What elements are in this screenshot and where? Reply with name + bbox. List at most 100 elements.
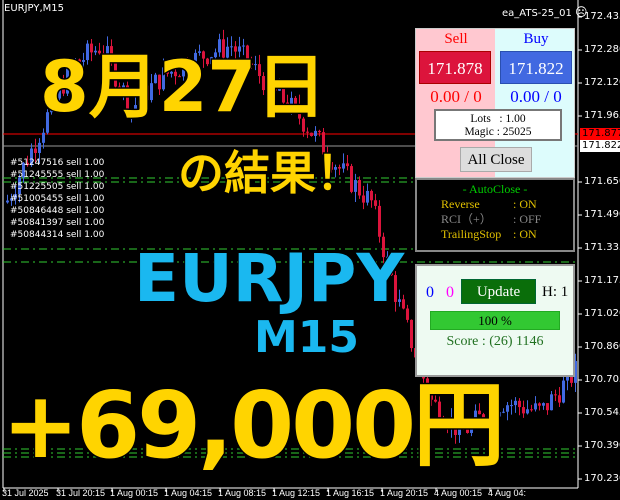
order-label: #50846448 sell 1.00 [10,206,105,216]
count-blue: 0 [426,284,434,301]
autoclose-row: Reverse: ON [417,197,573,212]
candle-body [374,200,377,206]
candle-body [234,46,237,52]
buy-button[interactable]: 171.822 [500,51,572,84]
candle-body [218,39,221,53]
candle-body [410,319,413,349]
overlay-result: の結果！ [177,146,364,200]
candle-body [290,97,293,111]
candle-body [286,102,289,111]
candle-body [558,395,561,403]
time-axis-label: 31 Jul 20:15 [56,488,106,498]
candle-body [442,422,445,427]
candle-body [146,85,149,101]
candle-body [330,162,333,170]
score: Score : (26) 1146 [446,334,544,349]
time-axis-label: 1 Aug 20:15 [380,488,429,498]
autoclose-value: : OFF [513,212,542,226]
progress-fill [430,311,560,330]
candle-body [490,408,493,424]
price-axis-label: 170.230 [584,473,620,484]
update-button[interactable]: Update [461,279,536,304]
candle-body [542,403,545,406]
candle-body [154,74,157,84]
status-panel: 0 0 Update H: 1 100 % Score : (26) 1146 [415,264,575,377]
candle-body [50,95,53,113]
sell-button[interactable]: 171.878 [419,51,491,84]
progress-label: 100 % [478,313,512,328]
all-close-button[interactable]: All Close [460,147,532,172]
candle-body [214,52,217,58]
ea-name-text: ea_ATS-25_01 [502,8,572,19]
candle-body [78,59,81,62]
candle-body [274,82,277,91]
candle-body [278,84,281,91]
price-axis-label: 172.435 [584,11,620,22]
time-axis-label: 4 Aug 00:15 [434,488,483,498]
candle-body [454,418,457,435]
candle-body [306,131,309,133]
candle-body [394,275,397,302]
price-axis-label: 171.490 [584,209,620,220]
candle-body [254,64,257,66]
candle-body [58,84,61,99]
candle-body [182,62,185,77]
candle-body [150,83,153,101]
candle-body [526,409,529,414]
candle-body [378,205,381,237]
candle-body [126,85,129,113]
candle-body [110,46,113,61]
price-axis-label: 170.545 [584,407,620,418]
candle-body [366,190,369,203]
magic-value: Magic : 25025 [464,126,532,138]
candle-body [530,409,533,411]
candle-body [30,148,33,166]
candle-body [474,410,477,422]
time-axis-label: 1 Aug 16:15 [326,488,375,498]
autoclose-row: RCI（+）: OFF [417,212,573,227]
candle-body [198,51,201,53]
candle-body [178,76,181,78]
candle-body [46,112,49,133]
candle-body [342,163,345,169]
candle-body [122,85,125,91]
candle-body [14,194,17,199]
candle-body [102,53,105,56]
candle-body [486,422,489,424]
candle-body [130,109,133,113]
lots-magic-box: Lots : 1.00 Magic : 25025 [434,109,562,141]
candle-body [82,60,85,62]
candle-body [166,67,169,74]
candle-body [350,166,353,192]
order-label: #50841397 sell 1.00 [10,218,105,228]
price-axis-label: 172.120 [584,77,620,88]
buy-position: 0.00 / 0 [510,87,562,106]
candle-body [26,162,29,166]
candle-body [134,105,137,110]
candle-body [34,148,37,153]
candle-body [262,76,265,91]
candle-body [266,70,269,91]
candle-body [62,84,65,94]
candle-body [242,45,245,47]
candle-body [354,180,357,192]
candle-body [190,72,193,74]
candle-body [430,394,433,400]
candle-body [326,154,329,163]
autoclose-name: Reverse [441,197,480,211]
candle-body [94,50,97,53]
candle-body [38,142,41,153]
order-label: #51225505 sell 1.00 [10,182,105,192]
overlay-profit: +69,000円 [0,372,506,479]
h-value: H: 1 [542,284,569,300]
candle-body [562,380,565,403]
candle-body [506,405,509,412]
candle-body [142,85,145,101]
price-axis-label: 170.390 [584,440,620,451]
candle-body [402,299,405,309]
candle-body [246,45,249,64]
overlay-pair: EURJPY [133,240,405,317]
candle-body [302,118,305,132]
time-axis-label: 31 Jul 2025 [2,488,49,498]
candle-body [534,403,537,410]
